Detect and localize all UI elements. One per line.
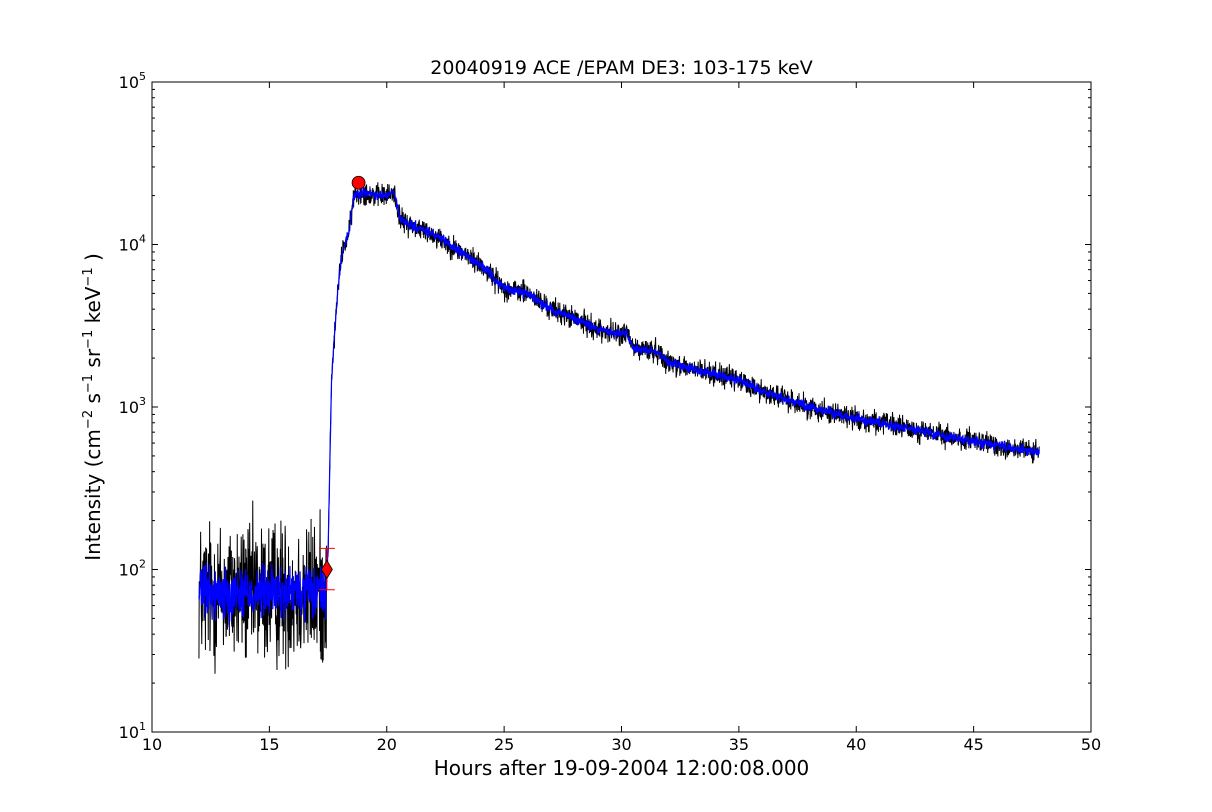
x-tick-label: 15	[259, 735, 279, 754]
y-tick-label: 105	[119, 70, 146, 92]
y-axis: 101 102 103 104 105	[119, 70, 1091, 742]
x-tick-label: 25	[494, 735, 514, 754]
chart-title: 20040919 ACE /EPAM DE3: 103-175 keV	[430, 57, 812, 79]
y-tick-label: 102	[119, 558, 146, 580]
y-tick-label: 103	[119, 395, 146, 417]
x-axis: 10 15 20 25 30 35 40 45 50	[142, 82, 1101, 754]
series-layer	[198, 182, 1040, 674]
series-line-2	[198, 185, 1040, 628]
marker-layer	[318, 175, 366, 591]
x-tick-label: 20	[377, 735, 397, 754]
x-tick-label: 50	[1081, 735, 1101, 754]
y-tick-label: 104	[119, 233, 146, 255]
x-tick-label: 10	[142, 735, 162, 754]
x-tick-label: 40	[846, 735, 866, 754]
plot-area	[152, 82, 1091, 732]
x-axis-label: Hours after 19-09-2004 12:00:08.000	[434, 756, 810, 780]
x-tick-label: 30	[611, 735, 631, 754]
x-tick-label: 45	[963, 735, 983, 754]
x-tick-label: 35	[729, 735, 749, 754]
y-tick-label: 101	[119, 720, 146, 742]
y-axis-label: Intensity (cm−2 s−1 sr−1 keV−1 )	[81, 253, 105, 561]
peak-marker	[351, 175, 366, 190]
onset-marker	[320, 559, 333, 580]
